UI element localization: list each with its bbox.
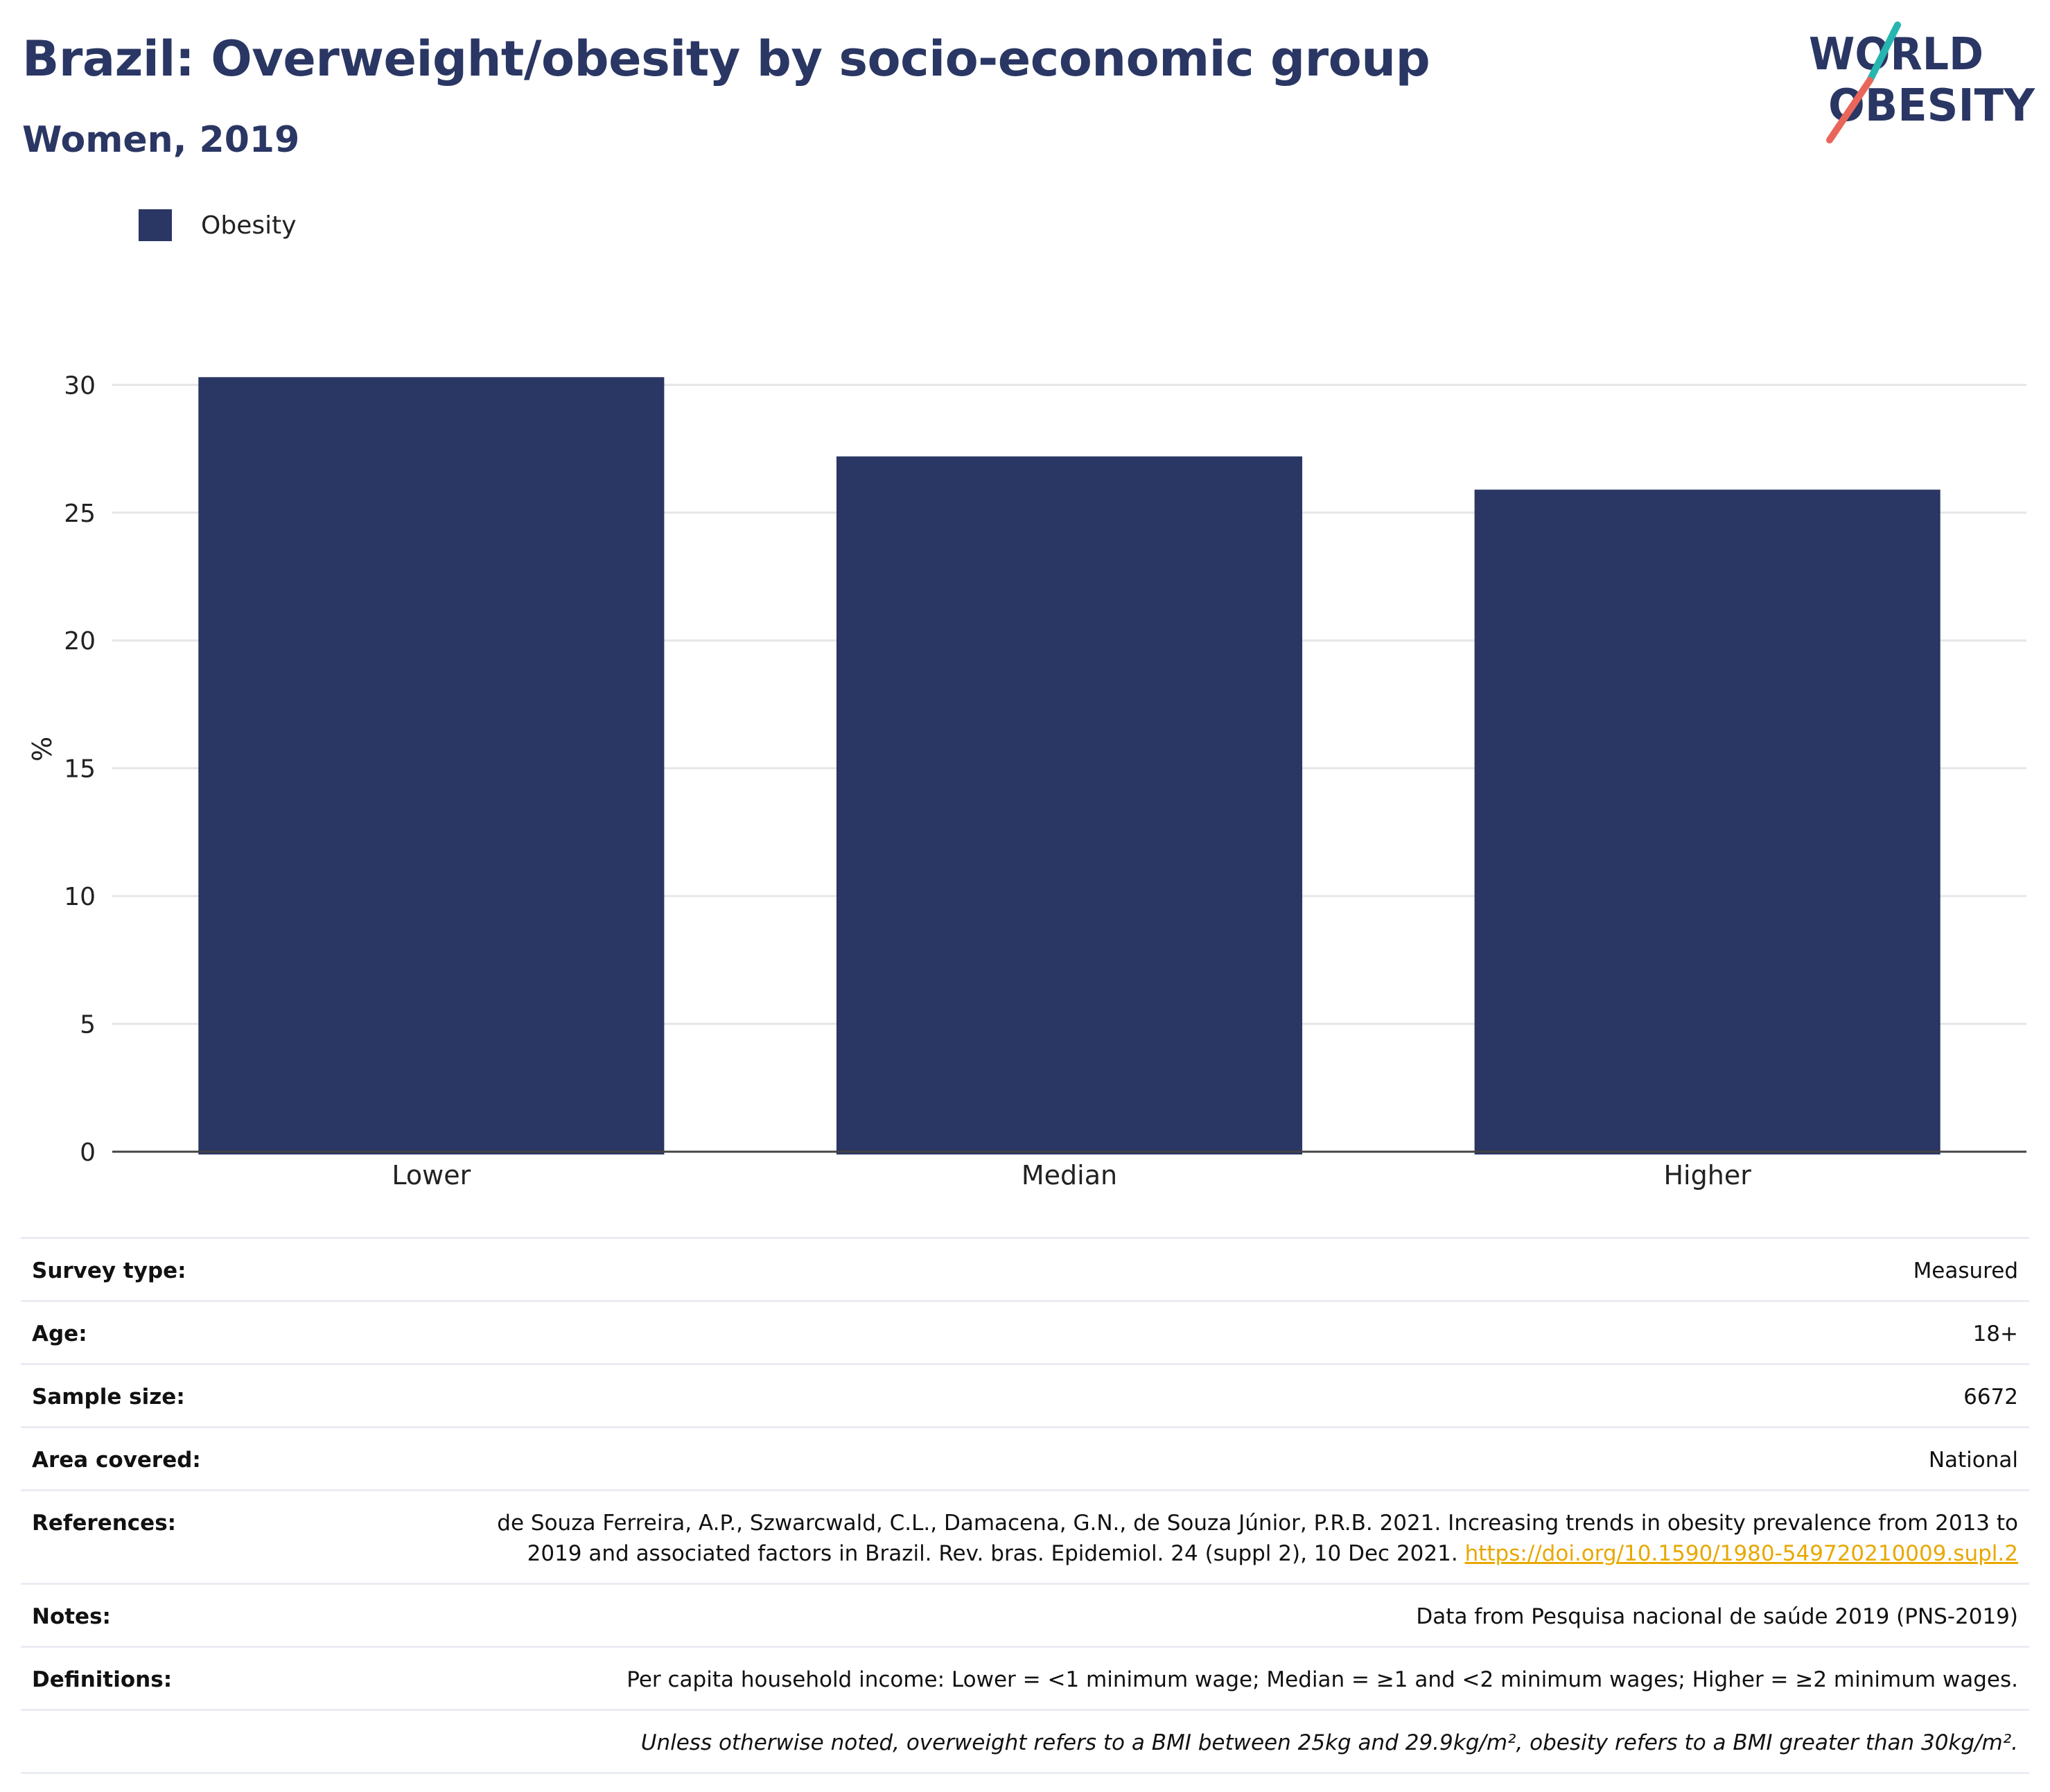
bar-median: [836, 456, 1303, 1154]
info-footnote-row: Unless otherwise noted, overweight refer…: [21, 1710, 2029, 1774]
info-value-text: Per capita household income: Lower = <1 …: [627, 1667, 2018, 1692]
y-tick-label-10: 10: [64, 883, 96, 911]
info-row: Definitions: Per capita household income:…: [21, 1646, 2029, 1711]
bar-lower: [198, 377, 665, 1155]
info-value-text: 18+: [1972, 1321, 2018, 1346]
page-title: Brazil: Overweight/obesity by socio-econ…: [22, 30, 1430, 87]
legend-swatch-obesity: [139, 209, 172, 241]
logo-slash-coral: [1826, 77, 1873, 143]
y-tick-label-20: 20: [64, 627, 96, 656]
info-value: Per capita household income: Lower = <1 …: [459, 1646, 2029, 1711]
survey-info-table: Survey type: Measured Age: 18+ Sample size: 6…: [21, 1237, 2029, 1774]
info-row: Sample size: 6672: [21, 1364, 2029, 1428]
info-label: Survey type:: [21, 1237, 459, 1302]
info-value-text: Data from Pesquisa nacional de saúde 201…: [1416, 1604, 2018, 1629]
info-value-text: Measured: [1913, 1258, 2018, 1283]
y-axis-title: %: [27, 737, 58, 762]
info-value: National: [459, 1427, 2029, 1491]
info-value-text: 6672: [1963, 1385, 2018, 1409]
y-tick-label-30: 30: [64, 371, 96, 400]
info-label: Notes:: [21, 1583, 459, 1648]
bar-chart: 0 5 10 15 20 25 30% Lower Median Higher: [27, 371, 2026, 1191]
bar-higher: [1474, 489, 1941, 1154]
info-value: 18+: [459, 1301, 2029, 1365]
x-tick-label-higher: Higher: [1663, 1160, 1751, 1191]
y-tick-label-15: 15: [64, 755, 96, 784]
page-subtitle: Women, 2019: [22, 119, 300, 161]
info-value: Data from Pesquisa nacional de saúde 201…: [459, 1583, 2029, 1648]
info-label: Sample size:: [21, 1364, 459, 1428]
info-row: Area covered: National: [21, 1427, 2029, 1491]
info-value: de Souza Ferreira, A.P., Szwarcwald, C.L…: [459, 1490, 2029, 1585]
logo-line2: OBESITY: [1828, 80, 2035, 132]
info-value-text: de Souza Ferreira, A.P., Szwarcwald, C.L…: [497, 1511, 2018, 1566]
info-label: Definitions:: [21, 1646, 459, 1711]
logo-line1: WORLD: [1809, 29, 1983, 80]
reference-link[interactable]: https://doi.org/10.1590/1980-54972021000…: [1464, 1541, 2018, 1566]
info-value: 6672: [459, 1364, 2029, 1428]
y-tick-label-25: 25: [64, 500, 96, 528]
info-footnote-spacer: [21, 1710, 459, 1774]
x-tick-label-lower: Lower: [392, 1160, 471, 1191]
info-value: Measured: [459, 1237, 2029, 1302]
legend-label-obesity: Obesity: [201, 211, 297, 240]
info-row: References: de Souza Ferreira, A.P., Szwa…: [21, 1490, 2029, 1585]
info-label: References:: [21, 1490, 459, 1585]
info-label: Area covered:: [21, 1427, 459, 1491]
y-tick-label-5: 5: [80, 1011, 96, 1039]
info-label: Age:: [21, 1301, 459, 1365]
x-tick-label-median: Median: [1022, 1160, 1117, 1191]
legend[interactable]: Obesity: [139, 208, 297, 243]
info-row: Survey type: Measured: [21, 1237, 2029, 1302]
y-tick-label-0: 0: [80, 1139, 96, 1167]
info-row: Age: 18+: [21, 1301, 2029, 1365]
world-obesity-logo: WORLD OBESITY: [1809, 21, 2035, 143]
info-row: Notes: Data from Pesquisa nacional de saú…: [21, 1583, 2029, 1648]
definition-footnote: Unless otherwise noted, overweight refer…: [459, 1710, 2029, 1774]
info-value-text: National: [1928, 1448, 2018, 1473]
logo-slash-teal: [1866, 21, 1901, 84]
